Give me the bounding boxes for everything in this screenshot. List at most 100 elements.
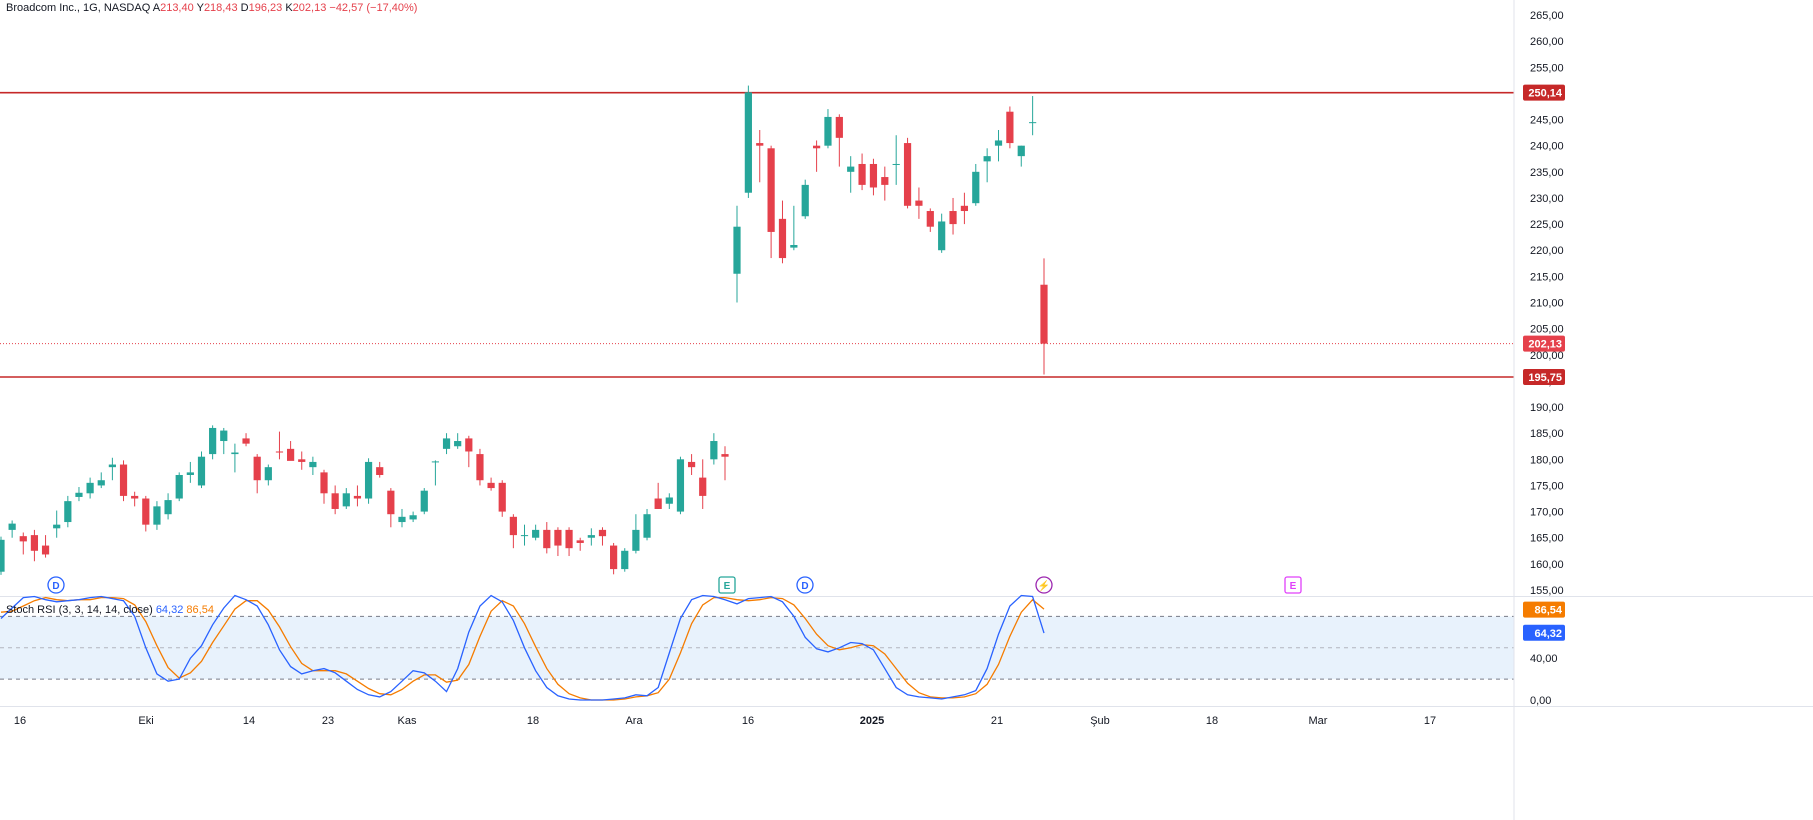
candle[interactable] bbox=[420, 488, 428, 515]
candle[interactable] bbox=[665, 493, 673, 509]
candle[interactable] bbox=[353, 485, 362, 507]
candle[interactable] bbox=[30, 529, 39, 562]
candle[interactable] bbox=[142, 495, 150, 532]
candle[interactable] bbox=[309, 456, 317, 475]
stoch-k-line[interactable] bbox=[0, 594, 1045, 701]
candle[interactable] bbox=[454, 433, 462, 449]
candle[interactable] bbox=[532, 524, 540, 541]
candle[interactable] bbox=[835, 114, 843, 167]
candle[interactable] bbox=[598, 527, 607, 546]
candle[interactable] bbox=[892, 135, 900, 185]
candle[interactable] bbox=[331, 485, 339, 515]
candle[interactable] bbox=[298, 451, 306, 470]
candle[interactable] bbox=[53, 510, 61, 538]
candle[interactable] bbox=[153, 501, 161, 530]
candle[interactable] bbox=[699, 459, 707, 509]
candle[interactable] bbox=[756, 130, 764, 183]
candle[interactable] bbox=[520, 524, 529, 546]
candle[interactable] bbox=[64, 495, 72, 528]
candle[interactable] bbox=[242, 433, 250, 447]
candle[interactable] bbox=[915, 187, 923, 219]
event-marker[interactable]: D bbox=[47, 576, 65, 594]
candle[interactable] bbox=[744, 85, 752, 198]
price-pane[interactable]: D E D ⚡ E bbox=[0, 85, 1813, 597]
candle[interactable] bbox=[175, 472, 183, 502]
time-axis[interactable]: 16 Eki 14 23 Kas 18 Ara 16 2025 21 Şub 18 Mar 17 bbox=[0, 706, 1813, 728]
candle[interactable] bbox=[164, 493, 172, 520]
candle[interactable] bbox=[733, 205, 741, 303]
candle[interactable] bbox=[131, 491, 139, 507]
candle[interactable] bbox=[847, 156, 855, 193]
candle[interactable] bbox=[108, 457, 116, 481]
candle[interactable] bbox=[960, 192, 969, 225]
candle[interactable] bbox=[97, 472, 105, 489]
candle[interactable] bbox=[676, 456, 685, 515]
candle[interactable] bbox=[442, 433, 451, 455]
candle[interactable] bbox=[431, 460, 439, 486]
candle[interactable] bbox=[287, 441, 295, 461]
candle[interactable] bbox=[264, 464, 272, 486]
event-marker[interactable]: D bbox=[796, 576, 814, 594]
candle[interactable] bbox=[376, 461, 384, 478]
candle[interactable] bbox=[632, 514, 640, 554]
candle[interactable] bbox=[721, 446, 729, 481]
candle[interactable] bbox=[398, 508, 406, 528]
candle[interactable] bbox=[983, 148, 991, 183]
candle[interactable] bbox=[576, 537, 584, 551]
candle[interactable] bbox=[509, 514, 517, 549]
candle[interactable] bbox=[476, 448, 484, 486]
stoch-rsi-pane[interactable] bbox=[0, 594, 1514, 701]
candle[interactable] bbox=[812, 140, 821, 172]
candle[interactable] bbox=[903, 137, 912, 209]
stoch-rsi-header[interactable]: Stoch RSI (3, 3, 14, 14, close) 64,32 86… bbox=[6, 604, 214, 616]
candle[interactable] bbox=[972, 163, 980, 206]
candle[interactable] bbox=[253, 454, 261, 494]
price-axis[interactable]: 265,00260,00255,00250,00245,00240,00235,… bbox=[1513, 0, 1565, 820]
candle[interactable] bbox=[543, 522, 551, 554]
candle[interactable] bbox=[790, 205, 798, 251]
candle[interactable] bbox=[186, 461, 194, 483]
candle[interactable] bbox=[654, 482, 662, 509]
candle[interactable] bbox=[801, 179, 809, 219]
candle[interactable] bbox=[119, 460, 128, 502]
candle[interactable] bbox=[869, 158, 878, 196]
candle[interactable] bbox=[342, 488, 350, 509]
candle[interactable] bbox=[621, 548, 629, 572]
candle[interactable] bbox=[41, 535, 50, 558]
candle[interactable] bbox=[687, 454, 696, 475]
candle[interactable] bbox=[197, 451, 206, 489]
event-marker[interactable]: E bbox=[1284, 576, 1302, 594]
candle[interactable] bbox=[1006, 106, 1014, 149]
candle[interactable] bbox=[949, 197, 957, 235]
candle[interactable] bbox=[767, 145, 775, 259]
candle[interactable] bbox=[565, 527, 573, 557]
symbol-name[interactable]: Broadcom Inc., 1G, NASDAQ bbox=[6, 2, 151, 14]
candle[interactable] bbox=[587, 528, 595, 546]
candle[interactable] bbox=[231, 443, 239, 473]
candle[interactable] bbox=[926, 208, 934, 232]
candle[interactable] bbox=[710, 433, 718, 465]
event-marker[interactable]: E bbox=[718, 576, 736, 594]
candle[interactable] bbox=[220, 427, 228, 455]
candle[interactable] bbox=[387, 488, 395, 528]
stoch-d-line[interactable] bbox=[0, 596, 1045, 701]
candle[interactable] bbox=[778, 200, 787, 264]
candle[interactable] bbox=[275, 431, 284, 460]
candle[interactable] bbox=[487, 477, 495, 491]
candle[interactable] bbox=[465, 435, 473, 468]
candle[interactable] bbox=[86, 477, 94, 499]
candle[interactable] bbox=[0, 536, 5, 575]
candle[interactable] bbox=[8, 520, 16, 538]
candle[interactable] bbox=[824, 109, 832, 149]
candle[interactable] bbox=[320, 469, 328, 504]
candle[interactable] bbox=[19, 532, 27, 555]
candle[interactable] bbox=[994, 130, 1003, 162]
candle[interactable] bbox=[610, 542, 618, 575]
candle[interactable] bbox=[643, 508, 651, 541]
candle[interactable] bbox=[1040, 258, 1048, 375]
candle[interactable] bbox=[364, 458, 373, 504]
candle[interactable] bbox=[1017, 145, 1025, 167]
event-marker[interactable]: ⚡ bbox=[1035, 576, 1053, 594]
candle[interactable] bbox=[409, 511, 417, 523]
candle[interactable] bbox=[209, 425, 217, 460]
